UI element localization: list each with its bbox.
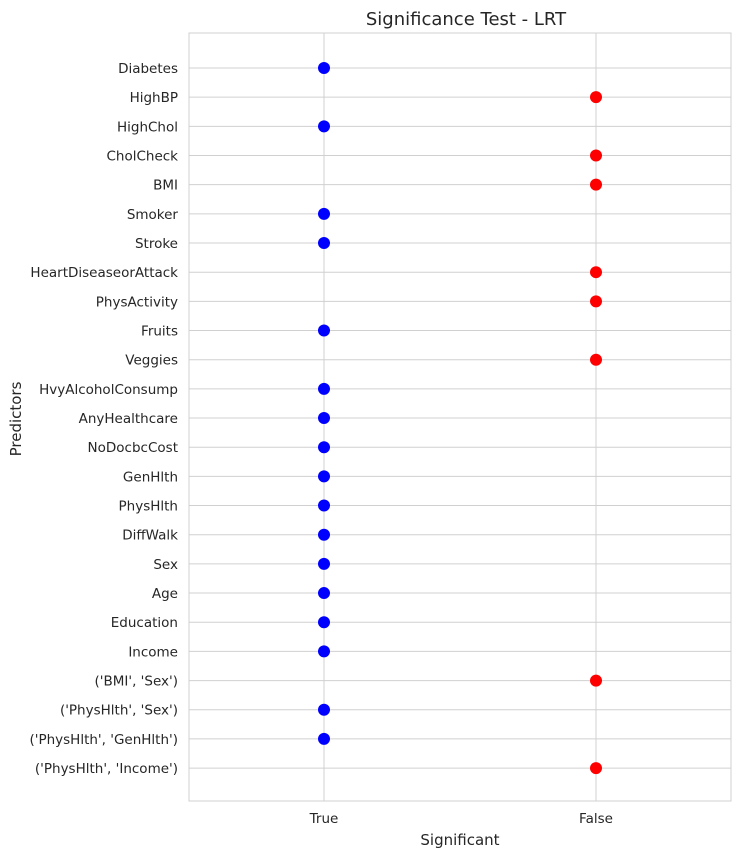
y-tick-label: Education: [111, 615, 178, 631]
data-point-significant: [318, 616, 330, 629]
chart-title: Significance Test - LRT: [366, 9, 567, 30]
y-tick-label: HeartDiseaseorAttack: [30, 265, 178, 281]
data-point-significant: [318, 470, 330, 483]
y-tick-label: ('PhysHlth', 'GenHlth'): [29, 732, 178, 748]
data-point-significant: [318, 412, 330, 425]
y-tick-label: GenHlth: [123, 469, 178, 485]
y-tick-label: HighBP: [130, 90, 178, 106]
y-tick-label: ('PhysHlth', 'Income'): [35, 761, 178, 777]
y-tick-label: PhysActivity: [96, 294, 178, 310]
y-tick-label: CholCheck: [106, 149, 178, 165]
data-point-significant: [318, 645, 330, 658]
data-point-significant: [318, 62, 330, 74]
y-tick-label: Stroke: [135, 236, 178, 252]
data-point-not-significant: [590, 762, 602, 775]
x-tick-label: True: [309, 811, 339, 827]
data-point-significant: [318, 587, 330, 600]
y-tick-label: Income: [128, 644, 178, 660]
y-tick-label: Fruits: [141, 324, 178, 340]
data-point-not-significant: [590, 149, 602, 162]
y-tick-label: DiffWalk: [122, 528, 178, 544]
y-tick-label: ('BMI', 'Sex'): [95, 674, 178, 690]
data-point-significant: [318, 528, 330, 541]
data-point-significant: [318, 441, 330, 454]
y-tick-label: HighChol: [117, 119, 178, 135]
data-point-significant: [318, 120, 330, 133]
y-tick-label: Age: [152, 586, 178, 602]
data-point-significant: [318, 499, 330, 512]
data-point-not-significant: [590, 266, 602, 279]
x-tick-label: False: [579, 811, 613, 827]
y-tick-labels: Diabetes HighBP HighChol CholCheck BMI Smoker…: [29, 61, 178, 777]
x-tick-labels: True False: [309, 811, 613, 827]
data-point-not-significant: [590, 178, 602, 191]
data-point-significant: [318, 382, 330, 395]
y-tick-label: Veggies: [125, 353, 178, 369]
y-tick-label: PhysHlth: [119, 499, 178, 515]
data-point-significant: [318, 557, 330, 570]
grid-lines: [189, 33, 731, 801]
data-point-not-significant: [590, 353, 602, 366]
y-tick-label: Sex: [153, 557, 178, 573]
x-axis-label: Significant: [420, 831, 499, 849]
plot-area: [188, 32, 732, 802]
y-tick-label: ('PhysHlth', 'Sex'): [60, 703, 178, 719]
y-axis-label: Predictors: [7, 381, 25, 456]
y-tick-label: Smoker: [127, 207, 179, 223]
y-tick-label: Diabetes: [118, 61, 178, 77]
data-points: [318, 62, 602, 775]
data-point-not-significant: [590, 91, 602, 104]
data-point-significant: [318, 237, 330, 250]
data-point-significant: [318, 732, 330, 745]
data-point-significant: [318, 207, 330, 220]
data-point-not-significant: [590, 674, 602, 687]
y-tick-label: BMI: [153, 178, 178, 194]
data-point-not-significant: [590, 295, 602, 308]
y-tick-label: NoDocbcCost: [88, 440, 178, 456]
data-point-significant: [318, 324, 330, 337]
data-point-significant: [318, 703, 330, 716]
y-tick-label: AnyHealthcare: [79, 411, 178, 427]
y-tick-label: HvyAlcoholConsump: [39, 382, 178, 398]
